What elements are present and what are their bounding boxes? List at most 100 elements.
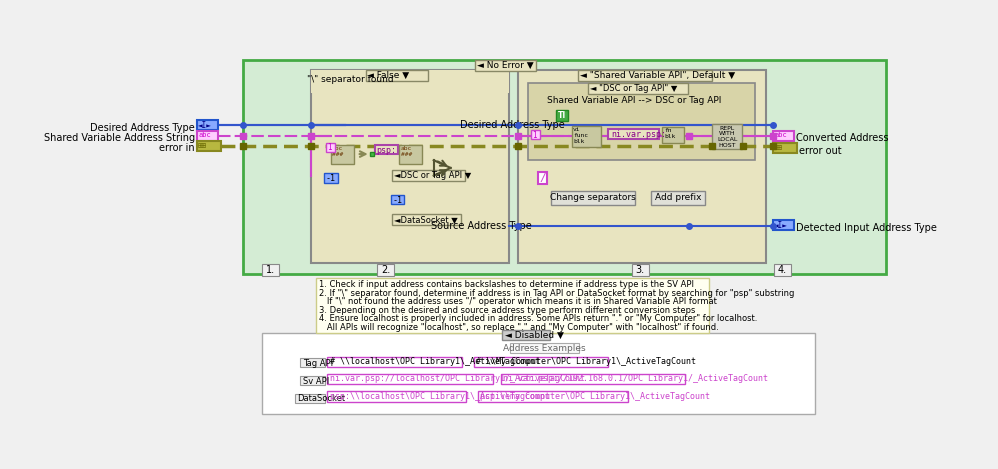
Text: Converted Address: Converted Address — [795, 133, 888, 144]
Text: ◄ "DSC or Tag API" ▼: ◄ "DSC or Tag API" ▼ — [590, 84, 678, 93]
Bar — [197, 141, 222, 151]
Bar — [772, 143, 797, 152]
Text: vi
func
blk: vi func blk — [573, 127, 588, 144]
Text: ◄DSC or Tag API ▼: ◄DSC or Tag API ▼ — [393, 171, 471, 180]
Text: 4. Ensure localhost is properly included in address. Some APIs return "." or "My: 4. Ensure localhost is properly included… — [319, 314, 757, 323]
Bar — [772, 131, 794, 141]
Text: ◄ False ▼: ◄ False ▼ — [367, 71, 409, 80]
Text: Change separators: Change separators — [550, 193, 636, 202]
Bar — [300, 376, 325, 385]
Text: REPL
WITH
LOCAL
HOST: REPL WITH LOCAL HOST — [717, 126, 738, 148]
Text: 1: 1 — [532, 131, 537, 140]
Text: Address Examples: Address Examples — [503, 344, 586, 353]
Bar — [478, 391, 628, 402]
Bar — [390, 195, 404, 204]
Text: 2. If "\" separator found, determine if address is in Tag API or DataSocket form: 2. If "\" separator found, determine if … — [319, 289, 794, 298]
Bar — [501, 373, 686, 384]
Text: psp:: psp: — [376, 145, 397, 155]
Bar — [375, 145, 398, 154]
Bar — [578, 70, 713, 81]
Bar — [474, 60, 536, 71]
Text: -1: -1 — [392, 196, 402, 204]
Bar — [295, 393, 325, 403]
Text: Shared Variable API --> DSC or Tag API: Shared Variable API --> DSC or Tag API — [547, 96, 722, 106]
Bar — [327, 373, 493, 384]
Bar — [609, 129, 659, 139]
Bar — [197, 131, 219, 141]
Bar — [262, 264, 278, 276]
Bar — [392, 170, 465, 181]
Text: Desired Address Type: Desired Address Type — [90, 123, 195, 133]
Text: TI: TI — [558, 111, 566, 120]
Text: Tag API: Tag API — [302, 359, 333, 368]
Text: abc: abc — [198, 132, 211, 138]
Bar — [300, 358, 325, 367]
Text: 1.: 1. — [265, 265, 275, 275]
Text: Source Address Type: Source Address Type — [431, 221, 532, 231]
Text: Desired Address Type: Desired Address Type — [460, 120, 565, 130]
Text: -1: -1 — [326, 174, 336, 183]
Bar — [510, 343, 579, 353]
Text: ni.var.psp://192.168.0.1/OPC Library1/_ActiveTagCount: ni.var.psp://192.168.0.1/OPC Library1/_A… — [503, 374, 768, 383]
Bar — [243, 60, 885, 274]
Bar — [474, 356, 609, 367]
Text: psp:\\my computer\OPC Library1\_ActiveTagCount: psp:\\my computer\OPC Library1\_ActiveTa… — [480, 392, 710, 401]
Text: ◄ Disabled ▼: ◄ Disabled ▼ — [505, 331, 564, 340]
Bar — [330, 145, 353, 164]
Bar — [327, 391, 466, 402]
Bar — [327, 356, 462, 367]
Bar — [632, 264, 649, 276]
Text: All APIs will recognize "localhost", so replace "." and "My Computer" with "loca: All APIs will recognize "localhost", so … — [319, 323, 719, 332]
Bar — [518, 70, 766, 263]
Text: ⊞⊞: ⊞⊞ — [198, 142, 208, 151]
Bar — [572, 126, 601, 147]
Text: abc
###: abc ### — [332, 146, 343, 157]
Text: Add prefix: Add prefix — [655, 193, 701, 202]
Bar — [556, 110, 569, 121]
Text: abc: abc — [774, 132, 786, 138]
Text: abc
###: abc ### — [400, 146, 412, 157]
Bar — [531, 130, 540, 139]
Bar — [774, 264, 791, 276]
Bar — [713, 124, 742, 149]
Bar — [326, 143, 335, 152]
Text: Sv API: Sv API — [302, 377, 329, 386]
Bar — [392, 214, 461, 225]
Bar — [366, 70, 427, 81]
Bar — [538, 172, 547, 184]
Text: 1: 1 — [327, 144, 332, 152]
Bar — [310, 70, 509, 93]
Bar — [262, 333, 814, 414]
Text: 4.: 4. — [777, 265, 787, 275]
Bar — [651, 191, 705, 205]
Text: 3. Depending on the desired and source address type perform different conversion: 3. Depending on the desired and source a… — [319, 306, 696, 315]
Bar — [399, 145, 422, 164]
Bar — [772, 220, 794, 230]
Text: "\" separator found: "\" separator found — [307, 75, 394, 84]
Text: # \\localhost\OPC Library1\_ActiveTagCount: # \\localhost\OPC Library1\_ActiveTagCou… — [329, 357, 540, 366]
Text: Detected Input Address Type: Detected Input Address Type — [795, 223, 936, 234]
Text: 1. Check if input address contains backslashes to determine if address type is t: 1. Check if input address contains backs… — [319, 280, 694, 289]
Text: ni.var.psp:: ni.var.psp: — [611, 130, 666, 139]
Text: fn
blk: fn blk — [664, 128, 676, 139]
Bar — [377, 264, 394, 276]
Text: error in: error in — [160, 144, 195, 153]
Text: ◄ No Error ▼: ◄ No Error ▼ — [477, 61, 534, 70]
Bar — [370, 152, 374, 156]
Text: psp:\\localhost\OPC Library1\_ActiveTagCount: psp:\\localhost\OPC Library1\_ActiveTagC… — [329, 392, 550, 401]
Bar — [316, 278, 709, 333]
Text: ◄ "Shared Variable API", Default ▼: ◄ "Shared Variable API", Default ▼ — [580, 71, 736, 80]
Text: ◄DataSocket ▼: ◄DataSocket ▼ — [393, 215, 457, 224]
Bar — [551, 191, 636, 205]
Text: # \\My Computer\OPC Library1\_ActiveTagCount: # \\My Computer\OPC Library1\_ActiveTagC… — [476, 357, 696, 366]
Text: DataSocket: DataSocket — [297, 394, 345, 403]
Text: ⊞⊞: ⊞⊞ — [774, 144, 783, 152]
Text: ni.var.psp://localhost/OPC Library1/_ActiveTagCount: ni.var.psp://localhost/OPC Library1/_Act… — [329, 374, 585, 383]
Text: ◄I►: ◄I► — [774, 221, 787, 230]
Text: /: / — [539, 173, 546, 182]
Bar — [324, 174, 338, 182]
Bar — [588, 83, 688, 94]
Bar — [310, 70, 509, 263]
Bar — [502, 330, 550, 340]
Text: ◄I►: ◄I► — [198, 121, 212, 130]
